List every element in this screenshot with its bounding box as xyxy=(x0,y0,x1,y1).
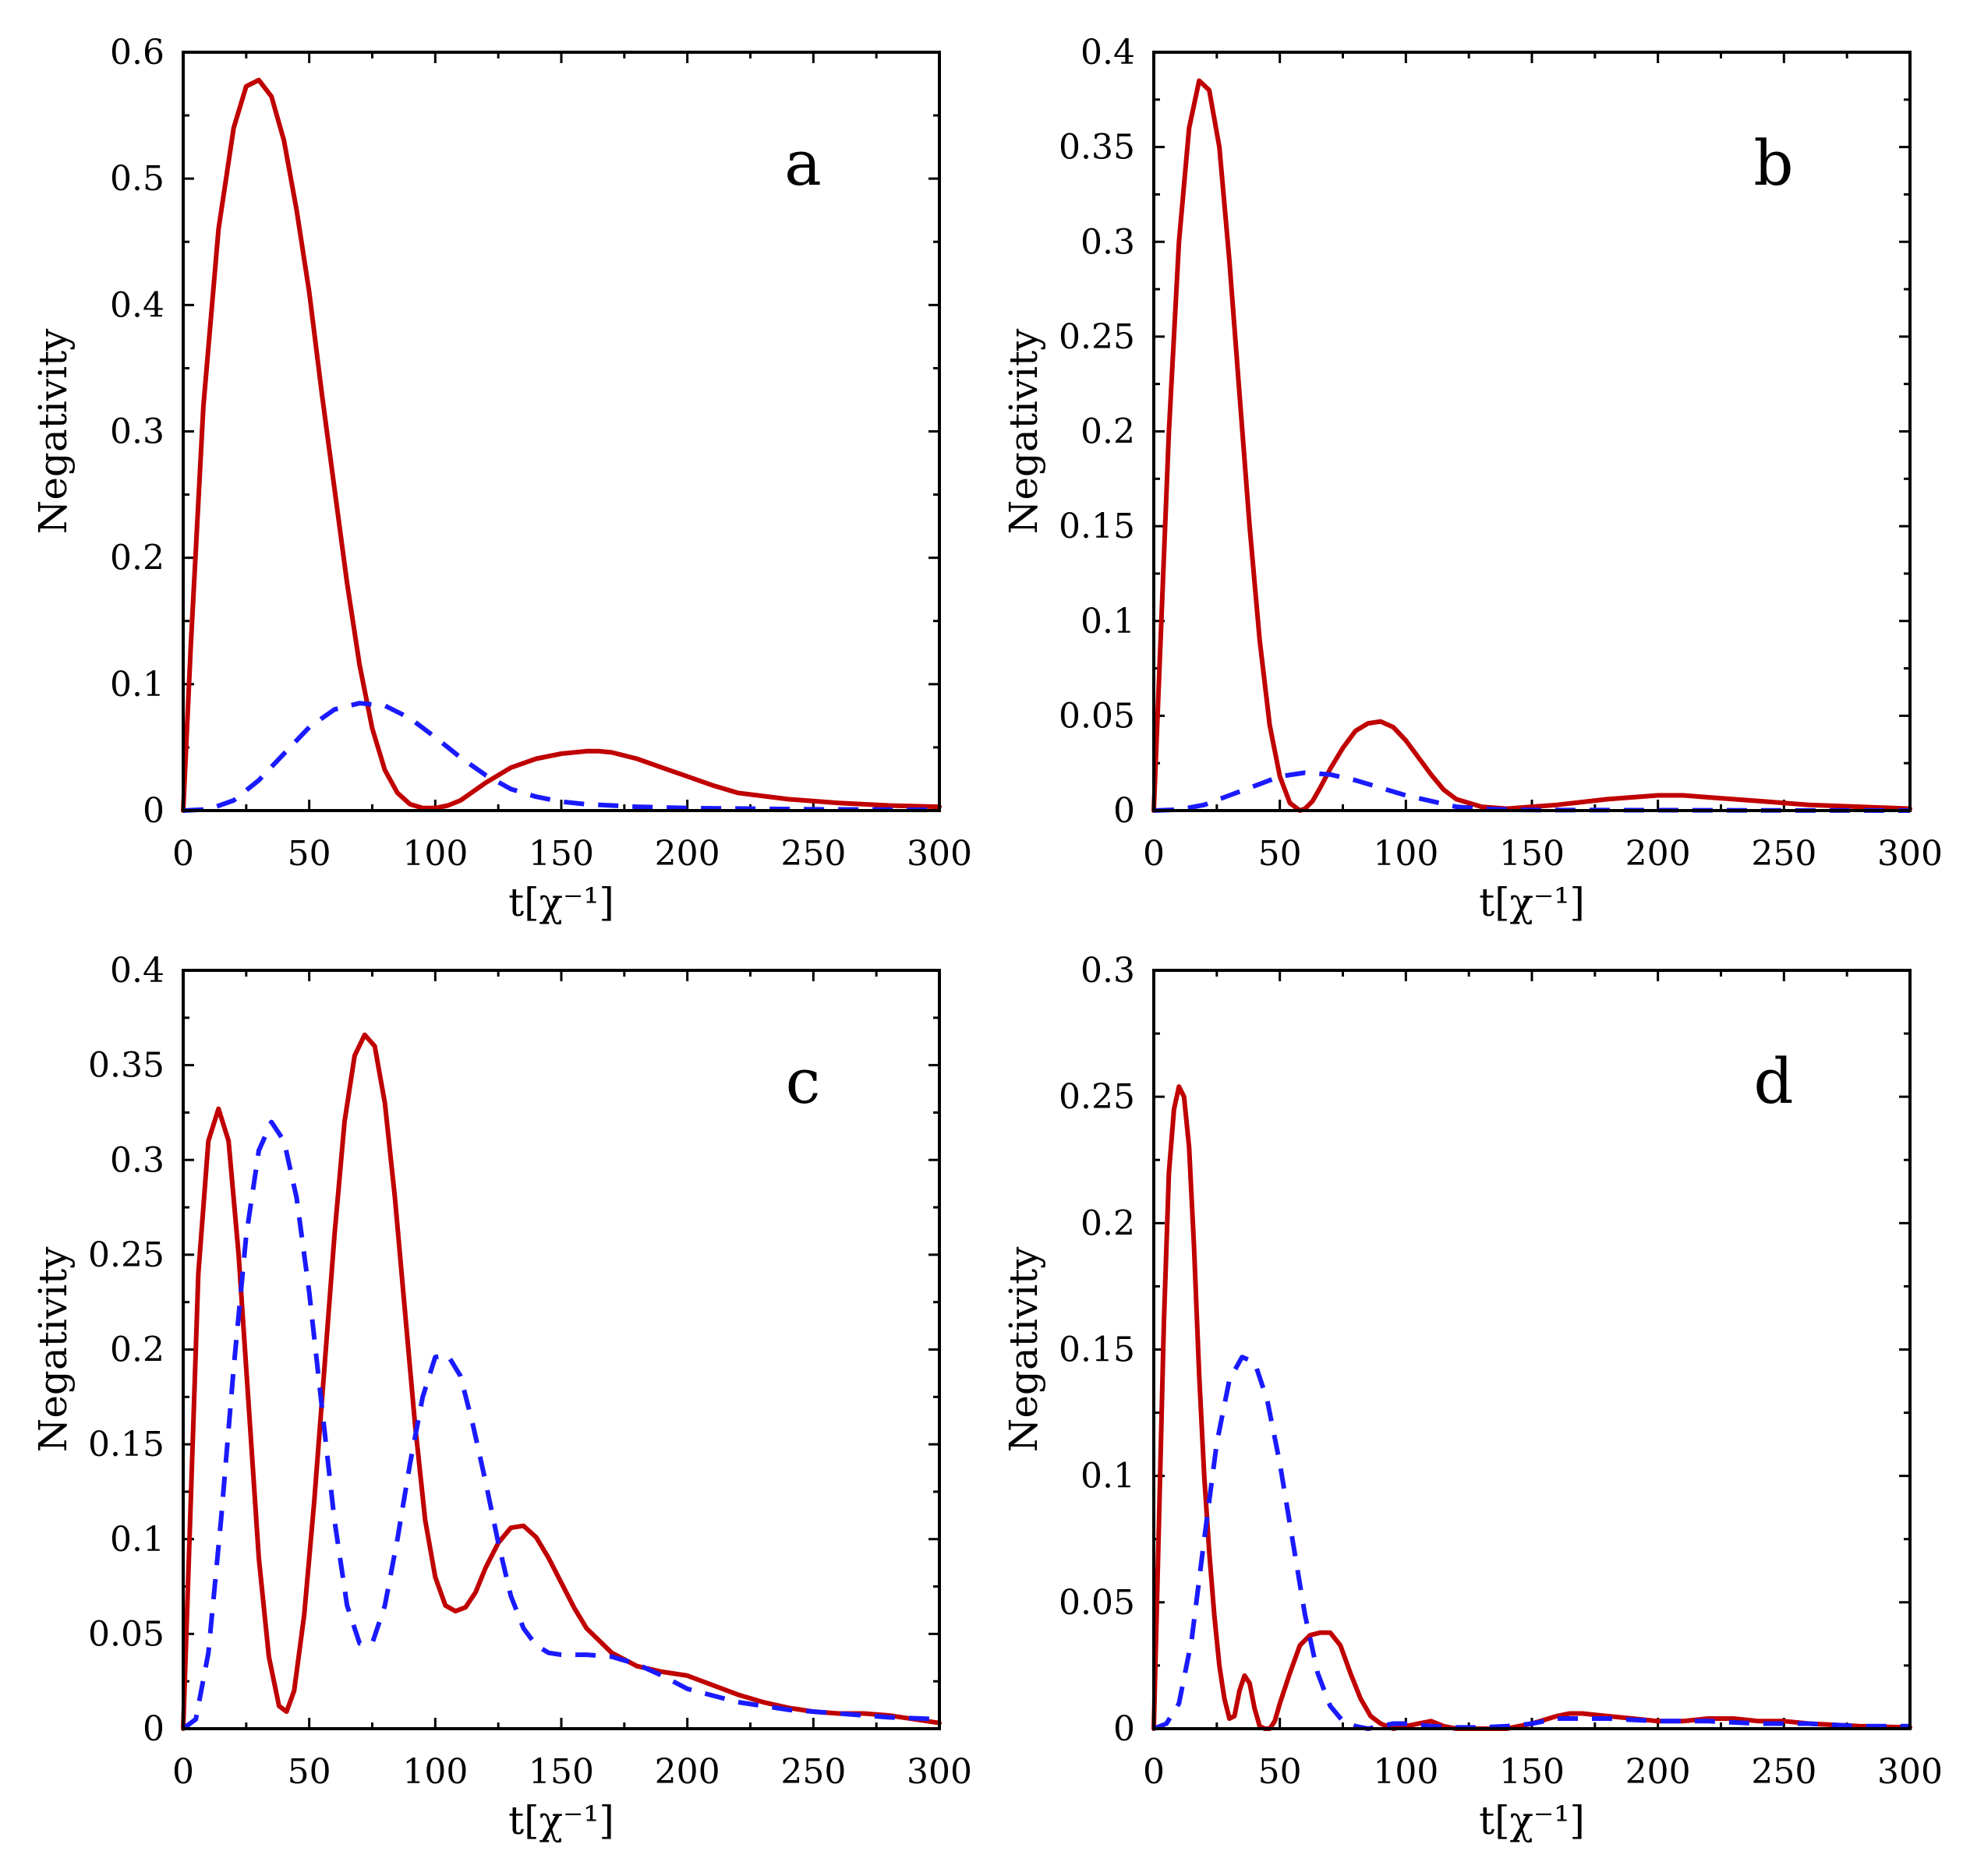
y-axis-title: Negativity xyxy=(30,328,76,535)
y-tick-label: 0.25 xyxy=(88,1235,164,1275)
y-tick-label: 0.4 xyxy=(1081,33,1135,72)
panel-letter: c xyxy=(786,1045,821,1118)
x-axis-title: t[χ⁻¹] xyxy=(1479,1798,1585,1843)
panel-letter: b xyxy=(1753,127,1793,200)
panel-b: 0 0.05 0.1 0.15 0.2 0.25 0.3 0.35 0.4 0 50 100 150 20… xyxy=(1001,33,1943,925)
x-axis-title: t[χ⁻¹] xyxy=(508,880,614,925)
x-tick-label: 300 xyxy=(907,834,972,874)
panel-letter: a xyxy=(784,127,822,200)
series-solid-line xyxy=(1151,78,1912,813)
y-tick-label: 0.35 xyxy=(1059,128,1135,168)
y-tick-label: 0.25 xyxy=(1059,317,1135,357)
x-tick-label: 50 xyxy=(1258,834,1302,874)
series-solid-line xyxy=(181,1032,942,1731)
y-tick-label: 0.05 xyxy=(88,1614,164,1654)
y-axis-title: Negativity xyxy=(1001,1246,1046,1453)
y-tick-label: 0.15 xyxy=(1059,507,1135,546)
x-tick-label: 250 xyxy=(1751,1752,1816,1792)
panel-c: 0 0.05 0.1 0.15 0.2 0.25 0.3 0.35 0.4 0 50 100 150 20… xyxy=(30,951,972,1843)
x-tick-label: 250 xyxy=(780,834,846,874)
y-tick-label: 0 xyxy=(143,791,164,831)
y-tick-label: 0.35 xyxy=(88,1046,164,1086)
x-tick-label: 100 xyxy=(402,1752,468,1792)
plot-frame xyxy=(182,51,941,812)
plot-frame xyxy=(182,969,941,1730)
series-solid-line xyxy=(181,77,942,813)
y-tick-label: 0 xyxy=(1113,791,1135,831)
x-tick-label: 100 xyxy=(1373,1752,1438,1792)
x-tick-label: 200 xyxy=(655,834,720,874)
y-tick-label: 0 xyxy=(1113,1709,1135,1749)
x-tick-label: 150 xyxy=(1499,1752,1565,1792)
y-tick-label: 0.1 xyxy=(1081,602,1135,641)
y-tick-label: 0 xyxy=(143,1709,164,1749)
y-tick-label: 0.3 xyxy=(1081,951,1135,991)
x-tick-label: 250 xyxy=(780,1752,846,1792)
x-tick-label: 150 xyxy=(1499,834,1565,874)
y-tick-label: 0.3 xyxy=(110,1140,164,1180)
y-tick-label: 0.3 xyxy=(1081,222,1135,262)
x-tick-label: 200 xyxy=(1625,1752,1691,1792)
series-dashed-line xyxy=(1152,1355,1910,1731)
panel-a: 0 0.1 0.2 0.3 0.4 0.5 0.6 0 50 100 150 200 250 300 Neg… xyxy=(30,33,972,925)
y-tick-label: 0.2 xyxy=(110,1330,164,1370)
y-tick-label: 0.6 xyxy=(110,33,164,72)
y-tick-label: 0.5 xyxy=(110,159,164,199)
y-axis-title: Negativity xyxy=(30,1246,76,1453)
y-tick-label: 0.4 xyxy=(110,285,164,325)
x-tick-label: 50 xyxy=(288,834,331,874)
x-axis-title: t[χ⁻¹] xyxy=(1479,880,1585,925)
series-dashed-line xyxy=(182,701,940,813)
y-tick-label: 0.05 xyxy=(1059,1583,1135,1623)
x-tick-label: 300 xyxy=(907,1752,972,1792)
plot-frame xyxy=(1152,969,1912,1730)
y-tick-label: 0.2 xyxy=(1081,412,1135,452)
x-tick-label: 300 xyxy=(1877,1752,1943,1792)
x-tick-label: 0 xyxy=(172,1752,194,1792)
plot-frame xyxy=(1152,51,1912,812)
x-tick-label: 250 xyxy=(1751,834,1816,874)
y-tick-label: 0.4 xyxy=(110,951,164,991)
panel-letter: d xyxy=(1753,1045,1793,1118)
y-axis-title: Negativity xyxy=(1001,328,1046,535)
y-tick-label: 0.2 xyxy=(110,539,164,578)
x-tick-label: 100 xyxy=(402,834,468,874)
y-tick-label: 0.2 xyxy=(1081,1203,1135,1243)
y-tick-label: 0.1 xyxy=(1081,1457,1135,1496)
x-tick-label: 50 xyxy=(1258,1752,1302,1792)
y-tick-label: 0.25 xyxy=(1059,1077,1135,1117)
x-tick-label: 50 xyxy=(288,1752,331,1792)
x-tick-label: 300 xyxy=(1877,834,1943,874)
x-tick-label: 200 xyxy=(655,1752,720,1792)
series-solid-line xyxy=(1151,1084,1912,1731)
x-axis-title: t[χ⁻¹] xyxy=(508,1798,614,1843)
x-tick-label: 150 xyxy=(529,1752,594,1792)
x-tick-label: 200 xyxy=(1625,834,1691,874)
panel-d: 0 0.05 0.1 0.15 0.2 0.25 0.3 0 50 100 150 200 250 300… xyxy=(1001,951,1943,1843)
x-tick-label: 0 xyxy=(1143,1752,1165,1792)
y-tick-label: 0.05 xyxy=(1059,696,1135,736)
y-tick-label: 0.1 xyxy=(110,665,164,705)
x-tick-label: 100 xyxy=(1373,834,1438,874)
y-tick-label: 0.15 xyxy=(88,1425,164,1464)
y-tick-label: 0.3 xyxy=(110,412,164,452)
series-dashed-line xyxy=(182,1119,940,1731)
x-tick-label: 0 xyxy=(1143,834,1165,874)
y-tick-label: 0.1 xyxy=(110,1520,164,1560)
y-tick-label: 0.15 xyxy=(1059,1330,1135,1370)
x-tick-label: 150 xyxy=(529,834,594,874)
x-tick-label: 0 xyxy=(172,834,194,874)
